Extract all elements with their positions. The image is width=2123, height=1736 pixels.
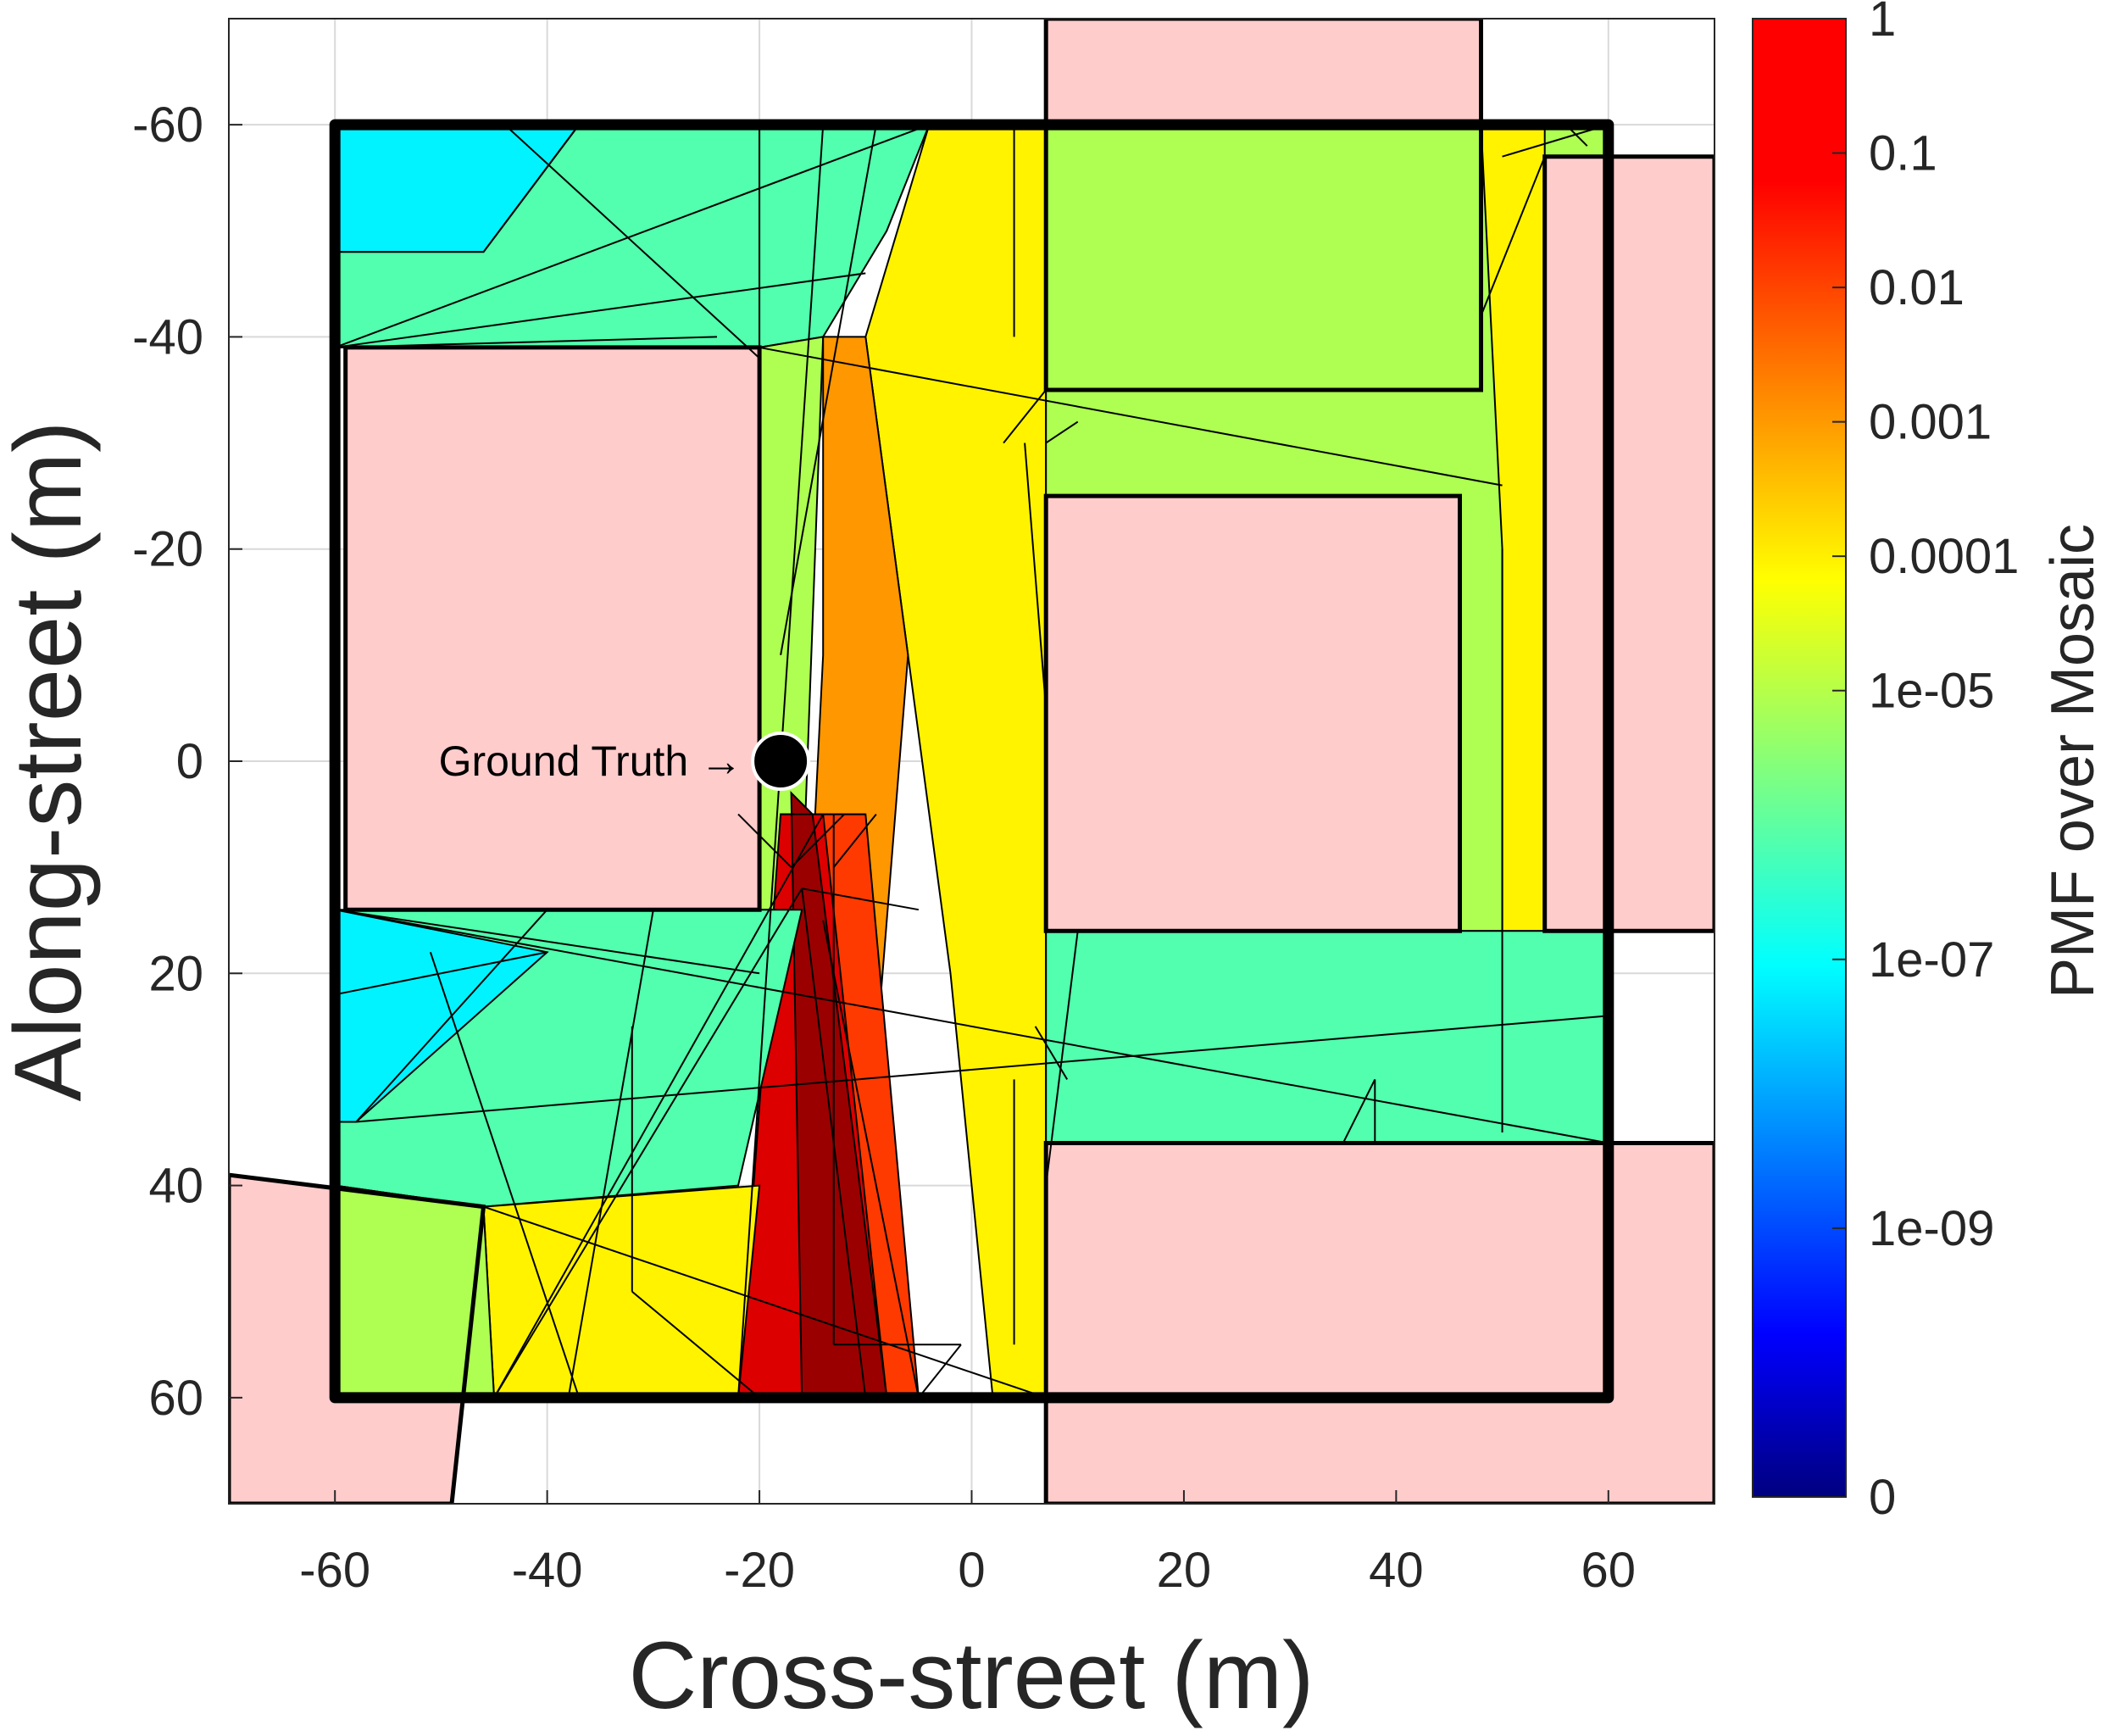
pmf-edge — [335, 909, 760, 975]
pmf-edge — [1003, 389, 1047, 444]
pmf-region — [334, 1184, 496, 1399]
x-tick-label: -20 — [724, 1543, 795, 1598]
pmf-edge — [631, 1290, 760, 1399]
colorbar-title: PMF over Mosaic — [2039, 524, 2107, 999]
pmf-edge — [356, 1015, 1609, 1123]
colorbar-tick-label: 0.01 — [1869, 260, 1965, 315]
pmf-edge — [780, 124, 877, 656]
colorbar-tick-label: 1 — [1869, 0, 1896, 47]
building — [1044, 494, 1462, 933]
y-tick-label: -20 — [132, 522, 203, 577]
building-outline — [1043, 1141, 1715, 1504]
y-tick-label: -60 — [132, 97, 203, 153]
colorbar-gradient — [1752, 18, 1847, 1498]
road-boundary — [329, 119, 1614, 1404]
pmf-edge — [1024, 442, 1048, 709]
colorbar-tick-label: 0.0001 — [1869, 529, 2019, 584]
pmf-edges — [334, 124, 1609, 1399]
ground-truth: Ground Truth → — [439, 732, 811, 791]
pmf-edge — [737, 813, 792, 868]
pmf-edge — [1045, 420, 1079, 444]
y-tick-label: -40 — [132, 309, 203, 364]
x-tick-label: 20 — [1157, 1543, 1212, 1598]
x-tick-label: -40 — [512, 1543, 583, 1598]
y-axis-title: Along-street (m) — [0, 421, 101, 1102]
pmf-region — [482, 1184, 761, 1399]
building — [343, 345, 762, 912]
pmf-edge — [493, 814, 825, 1399]
pmf-regions — [334, 124, 1609, 1399]
colorbar-tick-label: 1e-09 — [1869, 1201, 1994, 1256]
pmf-region — [1045, 930, 1609, 1144]
pmf-edge — [567, 910, 654, 1399]
building-outline — [1043, 493, 1462, 933]
pmf-edge — [790, 813, 845, 868]
ground-truth-marker — [751, 732, 811, 791]
x-tick-label: 0 — [958, 1543, 985, 1598]
pmf-edge — [832, 813, 877, 868]
pmf-edge — [822, 920, 920, 1399]
x-tick-label: 40 — [1369, 1543, 1424, 1598]
pmf-edge — [1480, 156, 1546, 316]
building-outline — [229, 1172, 486, 1504]
pmf-edge — [335, 909, 1609, 1144]
building-outline — [1542, 154, 1715, 933]
x-axis-ticks: -60 -40 -20 0 20 40 60 — [299, 1490, 1636, 1598]
pmf-edge — [1342, 1078, 1376, 1143]
building-outline — [1043, 19, 1483, 392]
colorbar-tick-label: 1e-07 — [1869, 932, 1994, 988]
pmf-edge — [759, 346, 1503, 487]
x-tick-label: 60 — [1581, 1543, 1637, 1598]
x-tick-label: -60 — [299, 1543, 370, 1598]
colorbar-tick-label: 0.1 — [1869, 126, 1937, 181]
pmf-edge — [503, 124, 760, 359]
colorbar-tick-label: 0.001 — [1869, 395, 1992, 450]
pmf-edge — [483, 1205, 1047, 1399]
ground-truth-label: Ground Truth → — [439, 737, 743, 785]
y-tick-label: 40 — [148, 1159, 203, 1214]
pmf-edge — [335, 951, 547, 996]
y-tick-label: 60 — [148, 1371, 203, 1426]
pmf-edge — [482, 124, 581, 253]
pmf-edge — [918, 1344, 962, 1399]
pmf-edge — [1034, 1026, 1069, 1080]
pmf-edge — [335, 272, 866, 348]
pmf-edge — [429, 951, 581, 1399]
building — [1044, 1141, 1715, 1504]
y-axis-ticks: -60 -40 -20 0 20 40 60 — [132, 97, 242, 1426]
x-axis-title: Cross-street (m) — [629, 1622, 1314, 1728]
building — [1542, 154, 1715, 933]
colorbar: 1 0.1 0.01 0.001 0.0001 1e-05 1e-07 1e-09 0 PMF … — [1752, 0, 2107, 1525]
colorbar-ticks: 1 0.1 0.01 0.001 0.0001 1e-05 1e-07 1e-09 0 — [1832, 0, 2019, 1525]
pmf-region — [1045, 124, 1482, 391]
outlines — [229, 19, 1715, 1504]
colorbar-tick-label: 0 — [1869, 1470, 1896, 1525]
pmf-edge — [801, 887, 920, 911]
y-tick-label: 20 — [148, 946, 203, 1001]
building-outline — [343, 345, 762, 912]
pmf-edge — [493, 887, 803, 1399]
plot-area: Ground Truth → — [228, 18, 1715, 1505]
colorbar-tick-label: 1e-05 — [1869, 664, 1994, 719]
y-tick-label: 0 — [176, 734, 203, 789]
pmf-edge — [334, 124, 930, 348]
